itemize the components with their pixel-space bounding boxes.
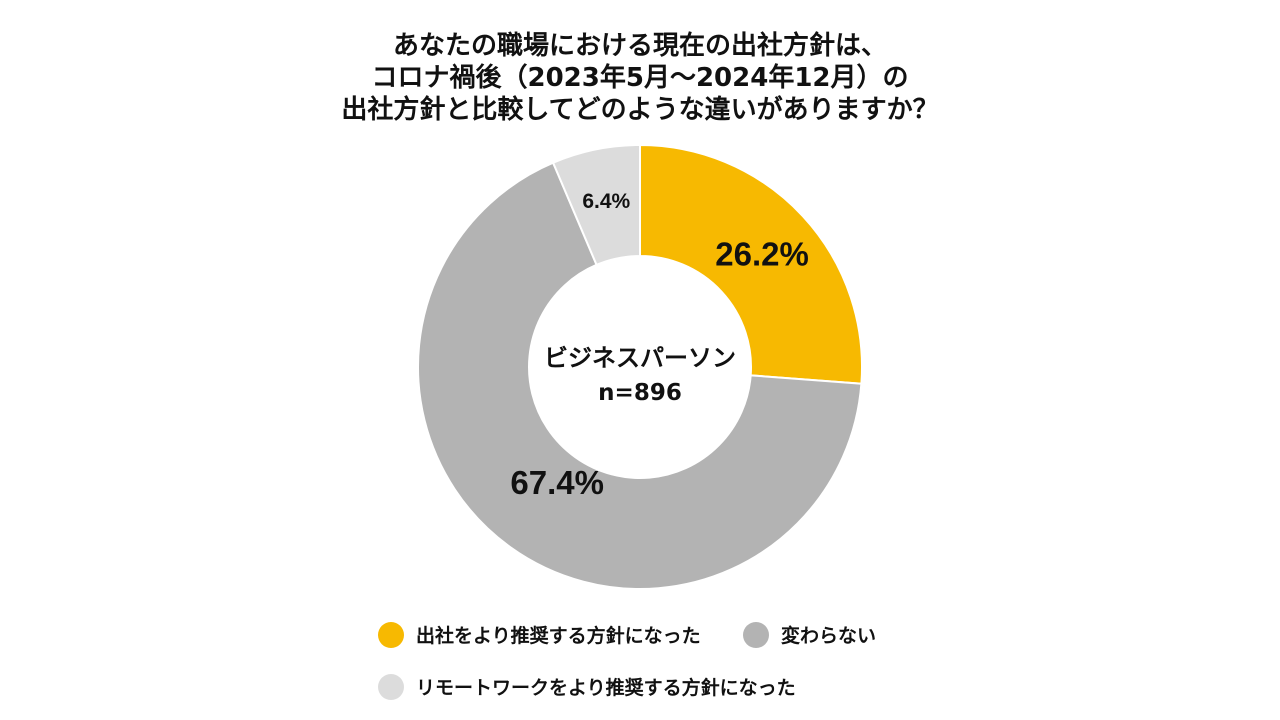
labels-group: 26.2% 67.4% 6.4%	[510, 190, 808, 501]
legend-item-more-office: 出社をより推奨する方針になった	[378, 621, 701, 648]
center-label-title: ビジネスパーソン	[544, 344, 736, 372]
donut-slice-more-remote	[551, 143, 641, 267]
legend-item-more-remote: リモートワークをより推奨する方針になった	[378, 673, 796, 700]
chart-title-line-1: あなたの職場における現在の出社方針は、	[392, 31, 887, 61]
chart-title-line-3: 出社方針と比較してどのような違いがありますか？	[341, 95, 939, 125]
legend-swatch-more-office	[378, 621, 404, 648]
legend-label-more-remote: リモートワークをより推奨する方針になった	[416, 677, 796, 699]
donut-slice-unchanged	[417, 161, 863, 590]
center-label-count: n=896	[598, 380, 682, 406]
data-label-more-office: 26.2%	[715, 235, 809, 272]
donut-slice-more-office	[639, 143, 863, 385]
chart-title-line-2: コロナ禍後（2023年5月～2024年12月）の	[371, 63, 909, 93]
chart-title: あなたの職場における現在の出社方針は、 コロナ禍後（2023年5月～2024年1…	[0, 30, 1280, 126]
legend-label-more-office: 出社をより推奨する方針になった	[416, 625, 701, 647]
legend-swatch-unchanged	[743, 621, 769, 648]
data-label-more-remote: 6.4%	[582, 190, 630, 213]
legend-label-unchanged: 変わらない	[781, 625, 877, 647]
data-label-unchanged: 67.4%	[510, 464, 604, 501]
slices-group	[417, 143, 863, 590]
legend-swatch-more-remote	[378, 673, 404, 700]
legend-item-unchanged: 変わらない	[743, 621, 876, 648]
